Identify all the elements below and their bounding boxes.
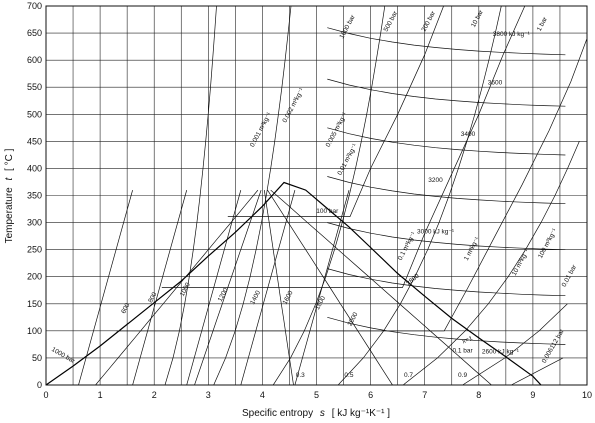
x-tick-label: 7 [422, 390, 427, 400]
liquid-enthalpy-line [294, 190, 350, 386]
isobar-line [227, 5, 444, 217]
property-curves [45, 5, 588, 386]
isochore-line [462, 303, 568, 386]
curve-label: 10 bar [470, 8, 485, 28]
x-tick-label: 4 [260, 390, 265, 400]
isobar-line [116, 38, 588, 332]
y-tick-label: 400 [27, 163, 42, 173]
y-tick-label: 250 [27, 245, 42, 255]
y-tick-label: 150 [27, 299, 42, 309]
curve-label: 200 bar [421, 9, 438, 32]
curve-label: 1800 [314, 295, 327, 311]
x-tick-label: 10 [582, 390, 592, 400]
isochore-line [272, 5, 386, 386]
curve-label: 0.005 m³kg⁻¹ [325, 111, 349, 149]
isochore-line [164, 5, 217, 386]
curve-label: 100 bar [316, 208, 339, 215]
curve-label: 0.5 [344, 372, 353, 379]
curve-label: 1000 [179, 281, 192, 297]
y-tick-label: 650 [27, 28, 42, 38]
y-tick-label: 350 [27, 191, 42, 201]
y-tick-label: 450 [27, 136, 42, 146]
curve-label: 0.7 [404, 372, 413, 379]
y-tick-label: 300 [27, 218, 42, 228]
enthalpy-line [327, 127, 566, 156]
curve-label: 1200 [217, 287, 230, 303]
x-tick-label: 1 [98, 390, 103, 400]
curve-label: 0.01 m³kg⁻¹ [336, 142, 359, 176]
plot-frame [45, 5, 588, 386]
quality-line [95, 189, 259, 386]
x-tick-label: 8 [476, 390, 481, 400]
x-tick-label: 9 [530, 390, 535, 400]
y-tick-label: 500 [27, 109, 42, 119]
curve-label: 1000 bar [339, 13, 358, 40]
enthalpy-line [327, 222, 566, 251]
isobar-line [161, 5, 526, 288]
x-tick-label: 3 [206, 390, 211, 400]
y-axis-title: Temperature t [ °C ] [4, 148, 15, 243]
enthalpy-line [327, 316, 566, 345]
enthalpy-line [327, 78, 566, 107]
saturation-dome-line [45, 181, 542, 386]
curve-label: 10 m³kg⁻¹ [511, 247, 531, 277]
curve-label: 0.9 [458, 372, 467, 379]
quality-line [263, 190, 294, 386]
curve-label: 0.001 m³kg⁻¹ [249, 111, 273, 149]
curve-label: 1600 [282, 289, 295, 305]
x-tick-label: 0 [43, 390, 48, 400]
curve-label: 0.002 m³kg⁻¹ [281, 86, 305, 124]
quality-line [267, 189, 393, 386]
gridlines [45, 5, 588, 386]
isochore-line [511, 357, 564, 386]
curve-label: 3800 kJ kg⁻¹ [493, 31, 531, 38]
curve-label: 3000 kJ kg⁻¹ [417, 228, 455, 235]
enthalpy-line [327, 268, 566, 297]
curve-label: 0.01 bar [561, 263, 579, 288]
x-tick-label: 6 [368, 390, 373, 400]
x-tick-labels: 0 1 2 3 4 5 6 7 8 9 10 [43, 390, 592, 400]
y-tick-label: 200 [27, 272, 42, 282]
liquid-enthalpy-line [240, 190, 296, 386]
curve-label: 800 [147, 291, 158, 304]
curve-label: 1400 [249, 289, 262, 305]
y-tick-label: 550 [27, 82, 42, 92]
liquid-enthalpy-line [186, 190, 242, 386]
curve-label: 600 [120, 302, 131, 315]
curve-label: 1000 bar [50, 346, 76, 365]
y-tick-label: 100 [27, 326, 42, 336]
isochore-line [402, 141, 580, 386]
curve-label: 100 m³kg⁻¹ [537, 227, 559, 260]
y-tick-label: 50 [32, 353, 42, 363]
curve-label: 3400 [461, 131, 476, 138]
isochore-line [213, 5, 292, 386]
isochore-line [337, 5, 502, 386]
curve-label: 2600 kJ kg⁻¹ [482, 349, 520, 356]
quality-line [270, 189, 492, 386]
y-tick-labels: 0 50 100 150 200 250 300 350 400 450 500 550 600 650 7… [27, 1, 42, 390]
y-tick-label: 600 [27, 55, 42, 65]
enthalpy-line [327, 176, 566, 205]
curve-label: 3600 [488, 80, 503, 87]
liquid-enthalpy-line [132, 190, 188, 386]
curve-label: 0.1 bar [452, 348, 473, 355]
x-tick-label: 5 [314, 390, 319, 400]
liquid-enthalpy-line [78, 190, 133, 386]
x-tick-label: 2 [152, 390, 157, 400]
curve-label: 500 bar [383, 9, 400, 32]
quality-line [194, 189, 262, 386]
curve-label: 0.006112 bar [541, 328, 566, 365]
curve-label: 1 bar [536, 15, 550, 32]
curve-label: 0.3 [296, 372, 305, 379]
curve-label: 3200 [428, 177, 443, 184]
enthalpy-line [327, 27, 566, 56]
curve-label: x=1 [461, 335, 474, 345]
y-tick-label: 0 [37, 380, 42, 390]
y-tick-label: 700 [27, 1, 42, 11]
x-axis-title: Specific entropy s [ kJ kg⁻¹K⁻¹ ] [242, 408, 390, 419]
